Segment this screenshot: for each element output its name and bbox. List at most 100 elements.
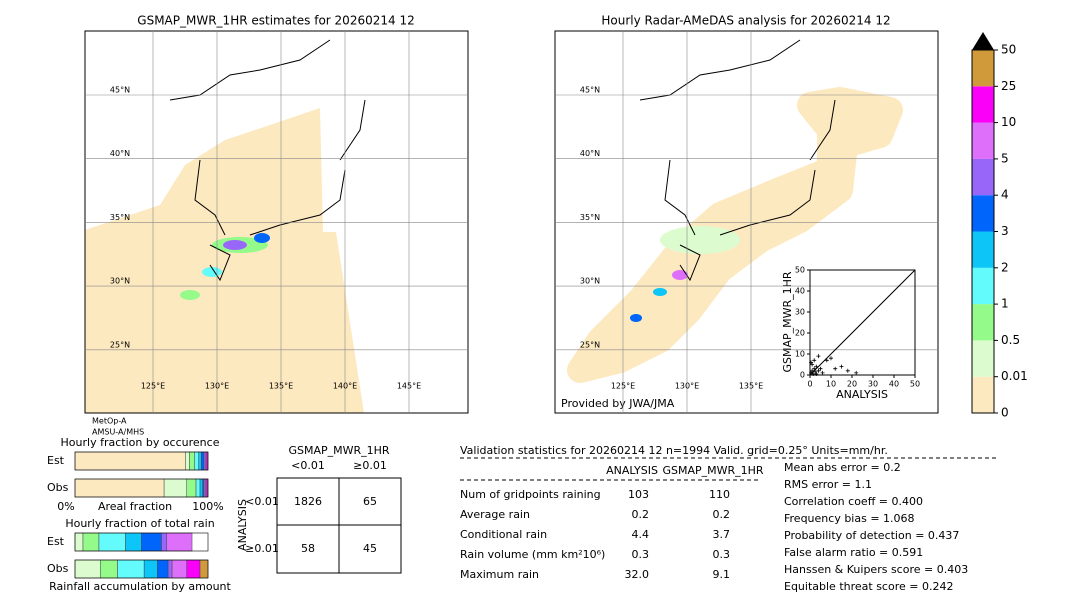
point [809, 370, 814, 375]
fraction-segment [74, 478, 165, 498]
rain-area [223, 240, 247, 250]
bar-frame [74, 478, 209, 498]
bar-frame [74, 559, 209, 579]
rain-area [653, 288, 667, 296]
fraction-segment [171, 559, 187, 579]
colorbar-segment [972, 158, 994, 196]
stats-label: Rain volume (mm km²10⁶) [460, 548, 605, 561]
coastline [169, 39, 366, 282]
fraction-segment [98, 532, 126, 552]
fraction-segment [161, 532, 168, 552]
rain-area [180, 290, 200, 300]
lat-label: 35°N [110, 213, 130, 222]
x-tick-label: 50 [910, 380, 920, 389]
colorbar-segment [972, 267, 994, 305]
x-tick-label: 20 [847, 380, 857, 389]
table-cell: 45 [363, 542, 377, 555]
stats-value: 0.2 [713, 508, 731, 521]
score: Frequency bias = 1.068 [784, 512, 915, 525]
bar-frame [74, 451, 209, 471]
credit: Provided by JWA/JMA [561, 397, 675, 410]
row-label: Est [47, 535, 65, 548]
y-tick-label: 0 [800, 371, 805, 380]
stats-value: 4.4 [632, 528, 650, 541]
stats-value: 110 [709, 488, 730, 501]
score: RMS error = 1.1 [784, 478, 872, 491]
stats-value: 103 [628, 488, 649, 501]
point [813, 369, 818, 374]
colorbar-label: 25 [1001, 79, 1016, 93]
fraction-segment [199, 559, 209, 579]
map-frame [84, 30, 469, 414]
table-title: GSMAP_MWR_1HR [288, 444, 389, 457]
y-tick-label: 50 [795, 266, 805, 275]
fraction-segment [195, 478, 201, 498]
y-tick-label: 20 [795, 329, 805, 338]
stats-label: Conditional rain [460, 528, 547, 541]
point [854, 370, 859, 375]
point [810, 368, 815, 373]
score: False alarm ratio = 0.591 [784, 546, 923, 559]
fraction-segment [143, 559, 158, 579]
stats-label: Num of gridpoints raining [460, 488, 601, 501]
lon-label: 125°E [611, 382, 635, 391]
x-tick-label: 30 [868, 380, 878, 389]
lat-label: 45°N [580, 86, 600, 95]
colorbar-segment [972, 86, 994, 123]
y-tick-label: 30 [795, 308, 805, 317]
fraction-segment [199, 478, 203, 498]
colorbar-extend [972, 32, 994, 50]
table-cell: 65 [363, 495, 377, 508]
lon-label: 125°E [141, 382, 165, 391]
x-tick-label: 0 [807, 380, 812, 389]
point [833, 366, 838, 371]
colorbar-label: 1 [1001, 297, 1009, 311]
stats-value: 3.7 [713, 528, 731, 541]
bar-frame [74, 532, 209, 552]
colorbar-label: 50 [1001, 43, 1016, 57]
lon-label: 130°E [675, 382, 699, 391]
score: Hanssen & Kuipers score = 0.403 [784, 563, 968, 576]
x-tick-label: 10 [826, 380, 836, 389]
point [812, 358, 817, 363]
row-header: <0.01 [245, 495, 279, 508]
fraction-segment [185, 451, 190, 471]
stats-label: Maximum rain [460, 568, 539, 581]
colorbar-label: 0 [1001, 406, 1009, 420]
row-label: ANALYSIS [236, 499, 249, 551]
rain-area [85, 108, 364, 413]
row-label: Obs [47, 481, 69, 494]
point [816, 368, 821, 373]
lat-label: 30°N [580, 277, 600, 286]
y-tick-label: 10 [795, 350, 805, 359]
fraction-segment [117, 559, 145, 579]
stats-header: Validation statistics for 20260214 12 n=… [460, 444, 888, 457]
lat-label: 35°N [580, 213, 600, 222]
point [812, 366, 817, 371]
lon-label: 140°E [333, 382, 357, 391]
axis-label: 0% [57, 500, 74, 513]
point [824, 358, 829, 363]
colorbar-label: 5 [1001, 151, 1009, 165]
lon-label: 130°E [205, 382, 229, 391]
y-tick-label: 40 [795, 287, 805, 296]
fraction-segment [163, 478, 187, 498]
lat-label: 40°N [580, 149, 600, 158]
fraction-segment [189, 451, 195, 471]
axis-label: Areal fraction [98, 500, 172, 513]
diagonal [809, 269, 916, 376]
fraction-segment [125, 532, 142, 552]
stats-value: 0.2 [632, 508, 650, 521]
stats-value: 0.3 [632, 548, 650, 561]
inset-background [778, 262, 935, 402]
colorbar-label: 3 [1001, 224, 1009, 238]
score: Equitable threat score = 0.242 [784, 580, 953, 593]
point [820, 370, 825, 375]
lon-label: 135°E [739, 382, 763, 391]
point [816, 354, 821, 359]
colorbar-segment [972, 195, 994, 232]
fraction-title: Hourly fraction by occurence [61, 436, 220, 449]
fraction-segment [166, 532, 193, 552]
